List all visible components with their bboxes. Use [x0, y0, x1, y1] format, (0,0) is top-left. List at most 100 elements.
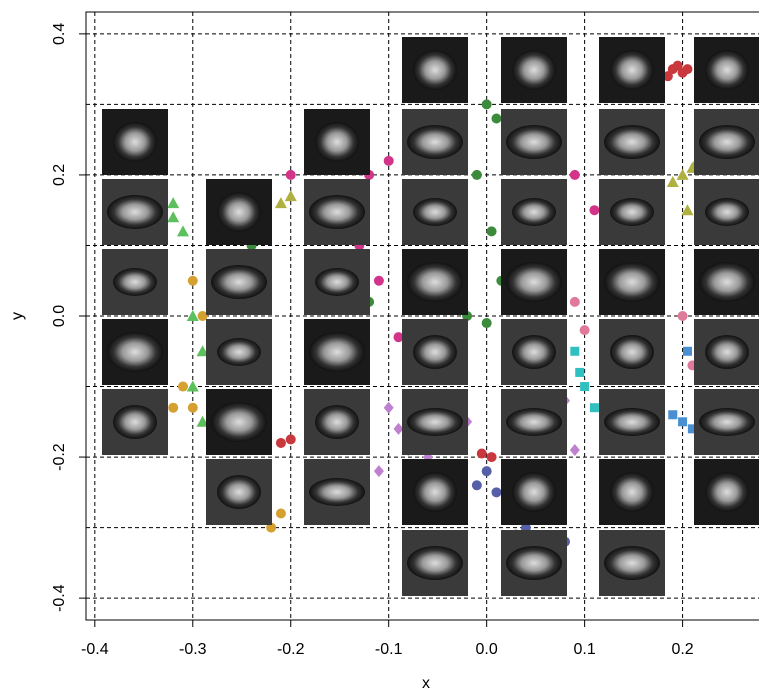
point	[668, 410, 677, 419]
x-tick-label: -0.1	[375, 641, 403, 658]
point	[472, 480, 482, 490]
point	[187, 310, 199, 321]
point	[681, 204, 693, 215]
thumbnail-particle	[610, 472, 654, 512]
point	[590, 403, 599, 412]
point	[285, 190, 297, 201]
thumbnail-particle	[506, 408, 562, 436]
thumbnail-particle	[211, 265, 267, 299]
point	[188, 403, 198, 413]
point	[286, 170, 296, 180]
x-tick-label: -0.2	[277, 641, 305, 658]
point	[178, 382, 188, 392]
thumbnail-particle	[705, 472, 749, 512]
point	[491, 487, 501, 497]
thumbnail-particle	[309, 332, 365, 372]
x-axis-label: x	[422, 675, 430, 690]
thumbnail-particle	[407, 546, 463, 580]
point	[188, 276, 198, 286]
point	[487, 452, 497, 462]
thumbnail-particle	[211, 402, 267, 442]
point	[167, 211, 179, 222]
point	[570, 347, 579, 356]
thumbnail-particle	[604, 408, 660, 436]
point	[482, 318, 492, 328]
point	[477, 449, 487, 459]
point	[570, 444, 580, 456]
thumbnail-particle	[407, 125, 463, 159]
thumbnail-particle	[413, 50, 457, 90]
point	[177, 225, 189, 236]
point	[589, 205, 599, 215]
thumbnail-particle	[217, 475, 261, 509]
point	[472, 170, 482, 180]
thumbnail-particle	[113, 405, 157, 439]
y-tick-label: -0.4	[51, 584, 68, 612]
thumbnail-particle	[512, 335, 556, 369]
point	[374, 276, 384, 286]
thumbnail-particle	[506, 125, 562, 159]
grid	[86, 12, 759, 620]
thumbnail-particle	[315, 268, 359, 296]
point	[678, 417, 687, 426]
thumbnail-particle	[699, 262, 755, 302]
y-tick-label: 0.0	[51, 305, 68, 327]
point	[677, 169, 689, 180]
thumbnail-particle	[610, 50, 654, 90]
y-tick-label: -0.2	[51, 443, 68, 471]
thumbnail-particle	[413, 198, 457, 226]
point	[682, 64, 692, 74]
thumbnail-particle	[107, 332, 163, 372]
thumbnail-particle	[604, 546, 660, 580]
thumbnail-particle	[407, 262, 463, 302]
x-tick-label: -0.3	[179, 641, 207, 658]
point	[286, 434, 296, 444]
x-tick-label: -0.4	[81, 641, 109, 658]
point	[491, 114, 501, 124]
point	[374, 465, 384, 477]
thumbnail-particle	[604, 262, 660, 302]
thumbnail-particle	[315, 405, 359, 439]
thumbnail-particle	[512, 50, 556, 90]
thumbnail-particle	[407, 408, 463, 436]
point	[384, 402, 394, 414]
point	[276, 438, 286, 448]
y-tick-label: 0.2	[51, 164, 68, 186]
point	[570, 297, 580, 307]
point	[187, 381, 199, 392]
point	[487, 226, 497, 236]
thumbnail-particle	[699, 408, 755, 436]
thumbnail-particle	[705, 335, 749, 369]
point	[678, 311, 688, 321]
thumbnail-particle	[705, 50, 749, 90]
point	[570, 170, 580, 180]
x-tick-label: 0.2	[671, 641, 693, 658]
point	[580, 382, 589, 391]
thumbnail-particle	[512, 198, 556, 226]
x-tick-label: 0.1	[574, 641, 596, 658]
point	[168, 403, 178, 413]
chart: -0.4 -0.3 -0.2 -0.1 0.0 0.1 0.2 -0.4 -0.2 0.0 0.2 0…	[0, 0, 759, 690]
thumbnail-particle	[705, 198, 749, 226]
thumbnail-particle	[217, 338, 261, 366]
point	[667, 176, 679, 187]
x-tick-label: 0.0	[476, 641, 498, 658]
thumbnail-particle	[604, 125, 660, 159]
y-axis-label: y	[9, 312, 26, 320]
point	[482, 466, 492, 476]
thumbnail-particle	[699, 125, 755, 159]
thumbnail-particle	[113, 122, 157, 162]
y-tick-label: 0.4	[51, 23, 68, 45]
point	[393, 423, 403, 435]
thumbnail-particle	[506, 546, 562, 580]
point	[580, 325, 590, 335]
thumbnail-particle	[413, 335, 457, 369]
thumbnail-particle	[512, 472, 556, 512]
thumbnail-particle	[217, 192, 261, 232]
thumbnail-particle	[309, 195, 365, 229]
point	[683, 347, 692, 356]
point	[167, 197, 179, 208]
thumbnail-particle	[107, 195, 163, 229]
point	[575, 368, 584, 377]
thumbnail-particle	[309, 478, 365, 506]
